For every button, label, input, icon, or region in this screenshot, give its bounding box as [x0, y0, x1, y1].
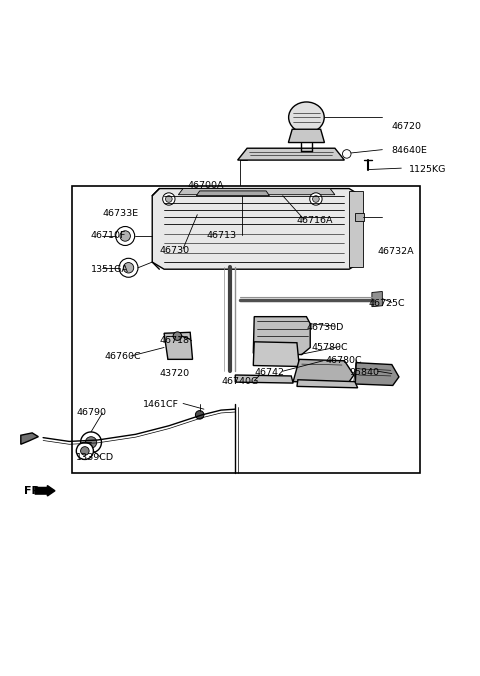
Polygon shape [293, 360, 354, 383]
Circle shape [81, 447, 89, 455]
Text: 46713: 46713 [207, 231, 237, 241]
Polygon shape [179, 189, 335, 195]
Text: 46742: 46742 [254, 368, 284, 377]
Polygon shape [349, 191, 363, 267]
Text: 46760C: 46760C [105, 352, 142, 362]
Text: 84640E: 84640E [392, 146, 428, 155]
Polygon shape [253, 316, 310, 355]
Text: 46720: 46720 [392, 122, 422, 131]
Text: 46780C: 46780C [325, 356, 362, 365]
Circle shape [166, 195, 172, 202]
Circle shape [81, 432, 101, 453]
Circle shape [312, 195, 319, 202]
Text: 95840: 95840 [349, 368, 379, 377]
Text: 46700A: 46700A [188, 180, 224, 190]
Text: 1351GA: 1351GA [91, 265, 129, 274]
Text: 46740G: 46740G [221, 377, 258, 386]
Text: 1339CD: 1339CD [76, 453, 114, 462]
Text: 46710F: 46710F [91, 231, 126, 241]
Circle shape [173, 332, 181, 341]
Circle shape [310, 193, 322, 205]
Polygon shape [238, 148, 344, 160]
Bar [72, 186, 420, 473]
Polygon shape [297, 380, 358, 388]
Text: 45780C: 45780C [311, 343, 348, 352]
Text: 1461CF: 1461CF [143, 400, 179, 409]
Polygon shape [355, 362, 399, 385]
Polygon shape [372, 291, 383, 307]
Text: 46790: 46790 [76, 408, 106, 418]
Text: 46725C: 46725C [368, 299, 405, 308]
Polygon shape [253, 342, 300, 366]
Circle shape [195, 410, 204, 419]
FancyBboxPatch shape [355, 213, 364, 221]
Polygon shape [235, 375, 293, 383]
Text: 46730: 46730 [159, 246, 190, 255]
Text: 43720: 43720 [159, 369, 190, 378]
Polygon shape [21, 433, 38, 444]
Text: 1125KG: 1125KG [408, 165, 446, 174]
Polygon shape [164, 333, 192, 360]
Circle shape [119, 258, 138, 277]
Text: 46730D: 46730D [306, 323, 344, 332]
Polygon shape [196, 191, 269, 195]
Circle shape [342, 149, 351, 158]
Circle shape [120, 231, 131, 241]
Circle shape [116, 226, 135, 245]
Ellipse shape [288, 102, 324, 132]
Circle shape [163, 193, 175, 205]
FancyArrow shape [35, 485, 55, 496]
Circle shape [85, 437, 96, 448]
Polygon shape [152, 189, 361, 269]
Text: 46732A: 46732A [378, 247, 414, 256]
Circle shape [123, 262, 134, 273]
Text: 46716A: 46716A [297, 216, 334, 225]
Polygon shape [288, 129, 324, 143]
Text: 46733E: 46733E [102, 209, 139, 218]
Text: FR.: FR. [24, 486, 45, 496]
Circle shape [76, 442, 94, 460]
Text: 46718: 46718 [159, 336, 189, 345]
